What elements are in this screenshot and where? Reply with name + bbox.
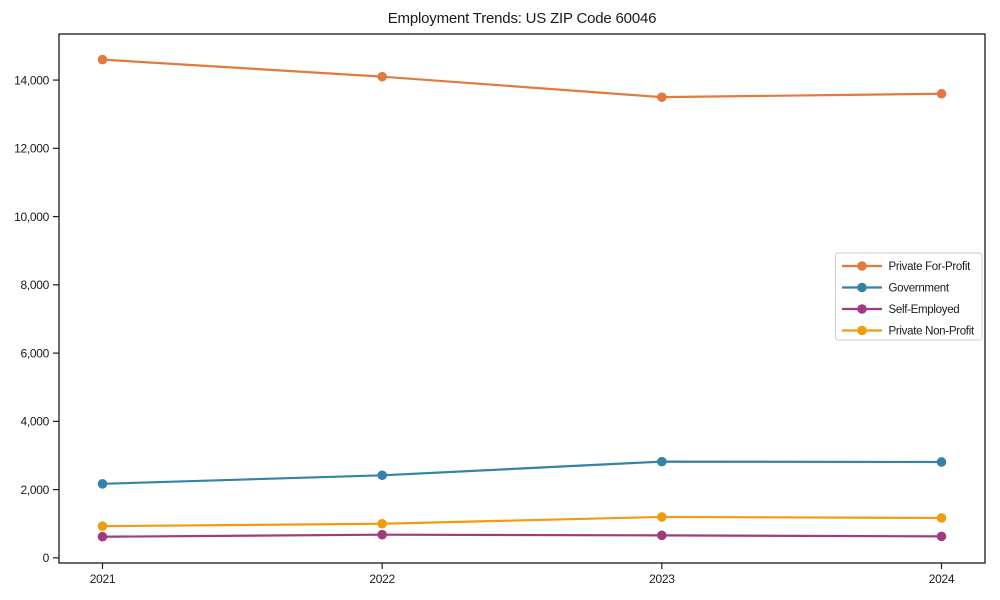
series-self-employed	[97, 529, 947, 542]
data-point-marker	[377, 518, 387, 529]
x-axis: 2021 2022 2023 2024	[90, 563, 955, 586]
legend-item: Government	[842, 283, 950, 295]
y-tick-label: 6,000	[20, 346, 49, 360]
legend-item-label: Private Non-Profit	[889, 326, 975, 338]
data-point-marker	[936, 457, 947, 467]
series-line	[102, 460, 942, 485]
y-tick-label: 8,000	[20, 278, 49, 292]
legend-swatch-marker	[857, 304, 867, 314]
data-point-marker	[97, 531, 108, 542]
data-point-marker	[97, 521, 108, 531]
data-point-marker	[377, 470, 387, 481]
legend-item: Self-Employed	[842, 304, 960, 316]
y-axis: 0 2,000 4,000 6,000 8,000 10,000 12,000 14,000	[14, 73, 59, 565]
legend-item-label: Government	[889, 283, 950, 295]
y-tick-label: 14,000	[14, 73, 50, 87]
x-tick-label: 2024	[929, 572, 955, 586]
y-tick-label: 2,000	[20, 483, 49, 497]
series-private-for-profit	[97, 54, 947, 102]
y-tick-label: 0	[43, 551, 50, 565]
data-point-marker	[97, 54, 108, 65]
x-tick-label: 2021	[90, 572, 116, 586]
data-point-marker	[936, 531, 947, 542]
series-line	[102, 515, 942, 528]
series-line	[102, 58, 942, 99]
chart-title: Employment Trends: US ZIP Code 60046	[388, 10, 657, 27]
data-point-marker	[657, 92, 667, 102]
data-point-marker	[657, 456, 667, 467]
legend-swatch-marker	[857, 325, 867, 336]
legend-item-label: Self-Employed	[889, 304, 960, 316]
data-point-marker	[657, 530, 667, 541]
legend-swatch-marker	[857, 282, 867, 293]
x-tick-label: 2022	[369, 572, 395, 586]
data-point-marker	[657, 512, 667, 522]
series-private-non-profit	[97, 512, 947, 531]
series-government	[97, 456, 947, 489]
data-point-marker	[936, 88, 947, 99]
series-line	[102, 533, 942, 538]
y-tick-label: 12,000	[14, 142, 50, 156]
legend: Private For-Profit Government Self-Employe…	[835, 252, 983, 341]
data-point-marker	[377, 71, 387, 82]
legend-box	[835, 252, 983, 341]
data-point-marker	[377, 529, 387, 540]
legend-item: Private For-Profit	[842, 261, 971, 273]
data-point-marker	[936, 513, 947, 523]
data-point-marker	[97, 479, 108, 489]
x-tick-label: 2023	[649, 572, 675, 586]
y-tick-label: 10,000	[14, 210, 50, 224]
plot-area-border	[58, 33, 986, 564]
legend-swatch-marker	[857, 261, 867, 271]
legend-item: Private Non-Profit	[842, 326, 975, 338]
y-tick-label: 4,000	[20, 415, 49, 429]
legend-item-label: Private For-Profit	[889, 261, 972, 273]
series-lines	[97, 54, 947, 542]
